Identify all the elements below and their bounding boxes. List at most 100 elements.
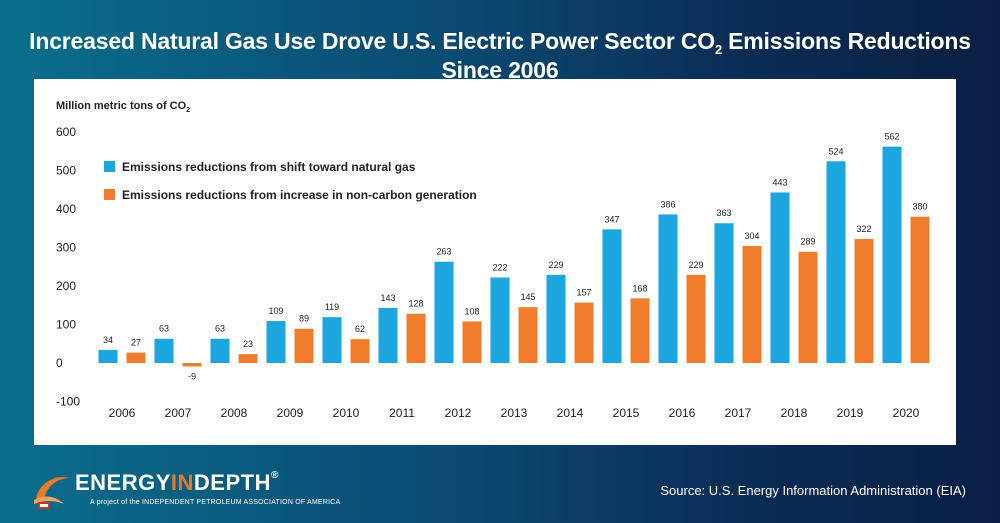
bar-natural-gas	[546, 274, 566, 363]
bar-non-carbon	[126, 352, 146, 363]
y-tick-labels: 600 500 400 300 200 100 0 -100	[56, 125, 80, 409]
legend-swatch-non-carbon	[104, 189, 115, 200]
x-tick-label: 2010	[333, 406, 360, 420]
chart-title: Increased Natural Gas Use Drove U.S. Ele…	[29, 28, 971, 83]
x-tick-label: 2019	[837, 406, 864, 420]
bar-non-carbon	[462, 321, 482, 363]
bar-non-carbon	[630, 298, 650, 363]
data-label: 380	[912, 202, 927, 212]
data-label: 289	[800, 237, 815, 247]
x-tick-label: 2006	[109, 406, 136, 420]
x-tick-label: 2008	[221, 406, 248, 420]
data-label: 109	[268, 306, 283, 316]
bar-natural-gas	[602, 229, 622, 363]
bar-natural-gas	[378, 307, 398, 363]
x-tick-label: 2018	[781, 406, 808, 420]
y-tick-label: 200	[56, 279, 76, 293]
data-label: 386	[660, 199, 675, 209]
bar-natural-gas	[322, 317, 342, 363]
x-tick-labels: 2006 2007 2008 2009 2010 2011 2012 2013 2014 2015…	[109, 406, 920, 420]
data-label: 128	[408, 299, 423, 309]
data-label: 119	[325, 302, 339, 312]
bar-non-carbon	[294, 328, 314, 363]
data-label: 145	[520, 292, 535, 302]
logo-tagline: A project of the INDEPENDENT PETROLEUM A…	[90, 499, 341, 506]
y-axis-label: Million metric tons of CO2	[56, 100, 190, 114]
data-label: -9	[188, 371, 196, 381]
data-label: 168	[632, 283, 647, 293]
data-label: 524	[828, 146, 843, 156]
logo-swoosh-icon	[34, 476, 70, 509]
bar-natural-gas	[826, 161, 846, 363]
bar-natural-gas	[434, 261, 454, 363]
data-label: 34	[103, 335, 113, 345]
x-tick-label: 2020	[893, 406, 920, 420]
bar-non-carbon	[350, 339, 370, 363]
y-tick-label: 500	[56, 164, 76, 178]
data-label: 157	[576, 288, 591, 298]
data-label: 304	[744, 231, 759, 241]
bar-natural-gas	[490, 277, 510, 363]
x-tick-label: 2015	[613, 406, 640, 420]
y-tick-label: 300	[56, 241, 76, 255]
bar-non-carbon	[742, 245, 762, 363]
bar-non-carbon	[910, 216, 930, 363]
legend-label: Emissions reductions from shift toward n…	[122, 160, 416, 174]
data-label: 63	[215, 324, 225, 334]
data-label: 363	[716, 208, 731, 218]
legend-swatch-natural-gas	[104, 161, 115, 172]
bar-natural-gas	[770, 192, 790, 363]
data-label: 23	[243, 339, 253, 349]
logo-wordmark: ENERGYINDEPTH®	[75, 470, 279, 495]
bar-non-carbon	[182, 363, 202, 367]
bar-natural-gas	[210, 338, 230, 363]
bar-natural-gas	[266, 321, 286, 363]
y-tick-label: 100	[56, 318, 76, 332]
legend: Emissions reductions from shift toward n…	[104, 160, 477, 202]
data-label: 222	[492, 263, 507, 273]
bar-non-carbon	[686, 274, 706, 363]
bar-natural-gas	[714, 223, 734, 363]
data-label: 229	[688, 260, 703, 270]
x-tick-label: 2014	[557, 406, 584, 420]
bar-natural-gas	[658, 214, 678, 363]
bar-non-carbon	[574, 302, 594, 363]
bar-non-carbon	[518, 307, 538, 363]
data-label: 443	[772, 177, 787, 187]
x-tick-label: 2012	[445, 406, 472, 420]
bar-non-carbon	[406, 313, 426, 363]
bar-non-carbon	[798, 251, 818, 363]
data-label: 62	[355, 324, 365, 334]
data-label: 63	[159, 324, 169, 334]
bar-natural-gas	[882, 146, 902, 363]
bar-natural-gas	[98, 349, 118, 363]
energy-in-depth-logo: ENERGYINDEPTH® A project of the INDEPEND…	[30, 468, 390, 514]
bar-chart: Million metric tons of CO2 600 500 400 300 2…	[56, 100, 930, 420]
x-tick-label: 2013	[501, 406, 528, 420]
bars: 34 27 63 -9 63 23 109 89 119 62 143 128 263 108 222 145…	[98, 132, 930, 381]
data-label: 89	[299, 314, 309, 324]
y-tick-label: 600	[56, 125, 76, 139]
source-note: Source: U.S. Energy Information Administ…	[660, 483, 966, 498]
x-tick-label: 2007	[165, 406, 192, 420]
data-label: 108	[464, 306, 479, 316]
data-label: 143	[380, 293, 395, 303]
legend-label: Emissions reductions from increase in no…	[122, 188, 477, 202]
bar-natural-gas	[154, 338, 174, 363]
y-tick-label: 0	[56, 356, 63, 370]
data-label: 27	[131, 338, 141, 348]
data-label: 263	[436, 247, 451, 257]
data-label: 229	[548, 260, 563, 270]
x-tick-label: 2009	[277, 406, 304, 420]
y-tick-label: 400	[56, 202, 76, 216]
chart-panel: Million metric tons of CO2 600 500 400 300 2…	[34, 79, 956, 445]
bar-non-carbon	[238, 354, 258, 363]
x-tick-label: 2017	[725, 406, 752, 420]
data-label: 322	[856, 224, 871, 234]
data-label: 562	[884, 132, 899, 142]
x-tick-label: 2016	[669, 406, 696, 420]
bar-non-carbon	[854, 239, 874, 363]
x-tick-label: 2011	[389, 406, 415, 420]
y-tick-label: -100	[56, 395, 80, 409]
data-label: 347	[604, 214, 619, 224]
